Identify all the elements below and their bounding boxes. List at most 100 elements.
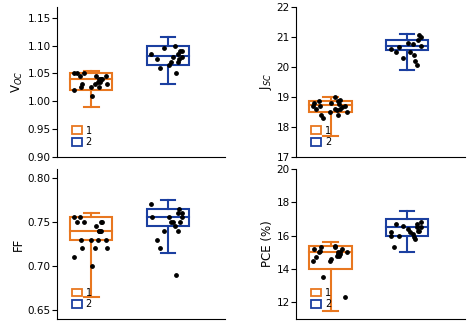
- Point: [174, 211, 182, 216]
- Point: [165, 215, 173, 220]
- Point: [392, 49, 400, 54]
- Point: [327, 100, 335, 105]
- Point: [341, 295, 349, 300]
- Point: [78, 246, 85, 251]
- Point: [336, 102, 343, 107]
- Point: [414, 228, 422, 233]
- Point: [91, 246, 99, 251]
- Y-axis label: PCE (%): PCE (%): [261, 221, 274, 267]
- Point: [331, 94, 339, 99]
- Bar: [70, 217, 112, 240]
- Point: [316, 103, 324, 108]
- Legend: 1, 2: 1, 2: [310, 124, 333, 149]
- Point: [76, 215, 83, 220]
- Point: [172, 71, 180, 76]
- Point: [88, 93, 96, 98]
- Point: [395, 44, 403, 50]
- Point: [174, 60, 182, 65]
- Y-axis label: V$_{OC}$: V$_{OC}$: [9, 70, 25, 93]
- Point: [416, 228, 423, 233]
- Point: [160, 46, 167, 51]
- Point: [406, 230, 414, 235]
- Point: [331, 245, 338, 250]
- Point: [319, 275, 327, 280]
- Point: [413, 63, 421, 68]
- Point: [178, 211, 185, 216]
- Point: [94, 79, 102, 84]
- Point: [156, 246, 164, 251]
- Legend: 1, 2: 1, 2: [70, 124, 94, 149]
- Point: [312, 255, 320, 260]
- Point: [333, 253, 341, 258]
- Bar: [147, 209, 189, 226]
- Bar: [310, 101, 352, 112]
- Point: [341, 103, 349, 108]
- Point: [88, 85, 95, 90]
- Point: [334, 250, 342, 255]
- Point: [148, 215, 155, 220]
- Point: [153, 57, 161, 62]
- Point: [338, 246, 346, 252]
- Point: [73, 219, 81, 224]
- Legend: 1, 2: 1, 2: [70, 286, 94, 311]
- Point: [80, 219, 88, 224]
- Point: [409, 231, 417, 237]
- Point: [176, 219, 184, 224]
- Point: [315, 250, 323, 255]
- Point: [94, 237, 102, 242]
- Point: [331, 243, 339, 248]
- Point: [167, 219, 175, 224]
- Point: [76, 73, 83, 79]
- Point: [315, 99, 323, 104]
- Point: [97, 228, 104, 233]
- Point: [317, 112, 325, 117]
- Point: [95, 76, 103, 82]
- Point: [316, 248, 324, 253]
- Point: [77, 85, 84, 90]
- Point: [338, 105, 346, 110]
- Point: [333, 108, 341, 113]
- Point: [312, 106, 320, 112]
- Point: [336, 253, 343, 258]
- Point: [335, 112, 342, 117]
- Point: [71, 215, 78, 220]
- Point: [395, 233, 403, 238]
- Point: [327, 256, 335, 262]
- Bar: [386, 39, 428, 50]
- Point: [174, 51, 182, 57]
- Point: [418, 225, 425, 230]
- Point: [417, 220, 425, 225]
- Point: [102, 237, 110, 242]
- Point: [102, 73, 110, 79]
- Point: [174, 228, 182, 233]
- Point: [399, 223, 407, 228]
- Point: [167, 60, 175, 65]
- Point: [178, 54, 186, 59]
- Point: [175, 206, 183, 211]
- Point: [417, 34, 425, 39]
- Point: [404, 40, 411, 45]
- Point: [327, 258, 334, 263]
- Point: [178, 215, 186, 220]
- Bar: [70, 73, 112, 90]
- Point: [171, 224, 179, 229]
- Point: [309, 258, 317, 263]
- Point: [411, 58, 419, 63]
- Point: [336, 97, 344, 102]
- Point: [73, 71, 81, 76]
- Point: [310, 100, 318, 105]
- Point: [148, 202, 155, 207]
- Point: [390, 245, 397, 250]
- Bar: [310, 246, 352, 269]
- Bar: [386, 219, 428, 236]
- Point: [92, 224, 100, 229]
- Point: [171, 43, 179, 48]
- Point: [99, 76, 106, 82]
- Point: [343, 109, 350, 114]
- Y-axis label: FF: FF: [12, 237, 25, 251]
- Point: [95, 228, 103, 233]
- Point: [337, 106, 344, 112]
- Point: [411, 236, 419, 241]
- Point: [170, 219, 177, 224]
- Point: [309, 103, 317, 108]
